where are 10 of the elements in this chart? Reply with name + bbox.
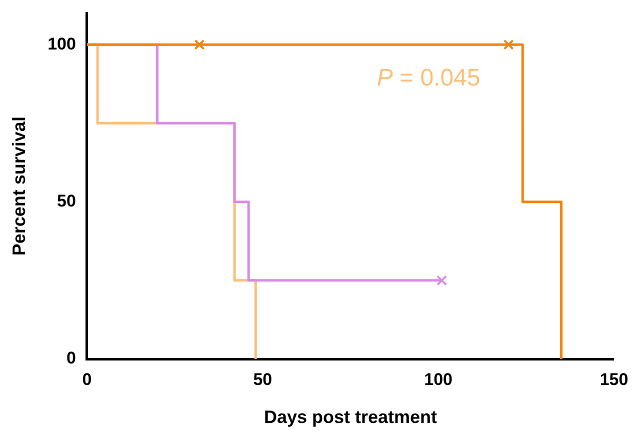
- y-tick-label: 100: [48, 34, 76, 54]
- x-axis-title: Days post treatment: [264, 407, 438, 428]
- x-tick-label: 0: [82, 370, 92, 389]
- x-tick-label: 100: [424, 370, 453, 389]
- x-tick-label: 50: [253, 370, 272, 389]
- x-tick-label: 150: [600, 370, 628, 389]
- y-tick-label: 50: [57, 192, 76, 211]
- y-axis-title: Percent survival: [8, 116, 29, 256]
- annotation: P = 0.045: [376, 64, 480, 92]
- y-tick-label: 0: [66, 348, 76, 368]
